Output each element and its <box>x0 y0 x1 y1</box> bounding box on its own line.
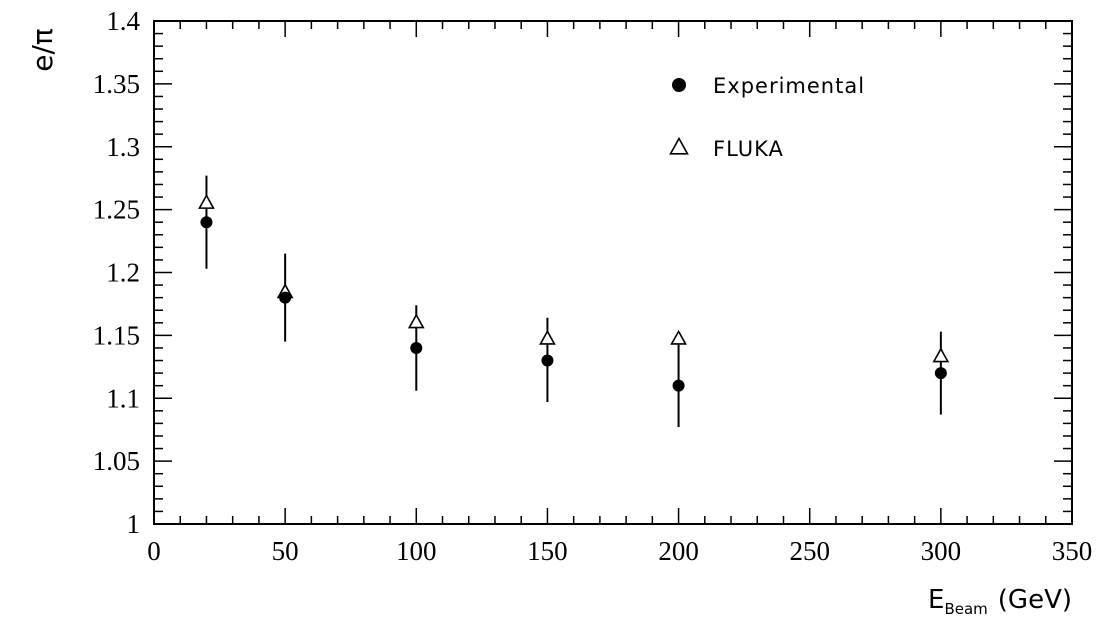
error-bars-group <box>205 175 942 428</box>
x-axis-title-main: E <box>928 585 944 615</box>
y-tick-label: 1.05 <box>93 446 140 476</box>
x-tick-label: 150 <box>527 536 568 566</box>
x-tick-label: 50 <box>272 536 299 566</box>
experimental-point <box>541 354 554 367</box>
y-axis-title: e/π <box>26 28 59 72</box>
x-axis-title: EBeam (GeV) <box>928 585 1072 618</box>
y-tick-label: 1.3 <box>106 132 140 162</box>
y-tick-label: 1.35 <box>93 69 140 99</box>
legend-experimental-marker <box>672 78 686 92</box>
x-tick-label: 350 <box>1052 536 1093 566</box>
experimental-point <box>279 291 292 304</box>
legend-fluka-marker <box>669 136 689 155</box>
x-tick-label: 100 <box>396 536 437 566</box>
y-tick-label: 1 <box>127 509 141 539</box>
experimental-point <box>200 216 213 229</box>
plot-frame <box>153 20 1073 525</box>
tick-labels-group: 0 50 100 150 200 250 300 350 1 1.05 1.1 1.15 1.2 1.25… <box>93 6 1093 566</box>
experimental-point <box>672 379 685 392</box>
fluka-triangle-marker <box>539 329 556 345</box>
legend-fluka-label: FLUKA <box>713 137 784 161</box>
experimental-point <box>934 367 947 380</box>
experimental-point <box>410 341 423 354</box>
fluka-triangle-marker <box>407 313 425 329</box>
legend: Experimental FLUKA <box>669 74 865 161</box>
x-axis-title-unit: (GeV) <box>998 585 1072 615</box>
legend-experimental-label: Experimental <box>713 74 865 98</box>
x-tick-label: 300 <box>921 536 962 566</box>
y-tick-label: 1.1 <box>106 383 140 413</box>
fluka-triangle-marker <box>932 347 950 363</box>
x-tick-label: 250 <box>789 536 830 566</box>
x-axis-title-subscript: Beam <box>944 600 987 618</box>
markers-group <box>198 193 950 392</box>
y-tick-label: 1.15 <box>93 320 140 350</box>
y-tick-label: 1.25 <box>93 195 140 225</box>
fluka-triangle-marker <box>198 193 215 209</box>
x-tick-label: 200 <box>658 536 699 566</box>
y-tick-label: 1.2 <box>106 258 140 288</box>
y-tick-label: 1.4 <box>106 6 140 36</box>
fluka-triangle-marker <box>670 329 687 345</box>
plot-frame-group <box>153 20 1073 525</box>
x-tick-label: 0 <box>147 536 161 566</box>
axis-ticks-group <box>153 20 1073 525</box>
